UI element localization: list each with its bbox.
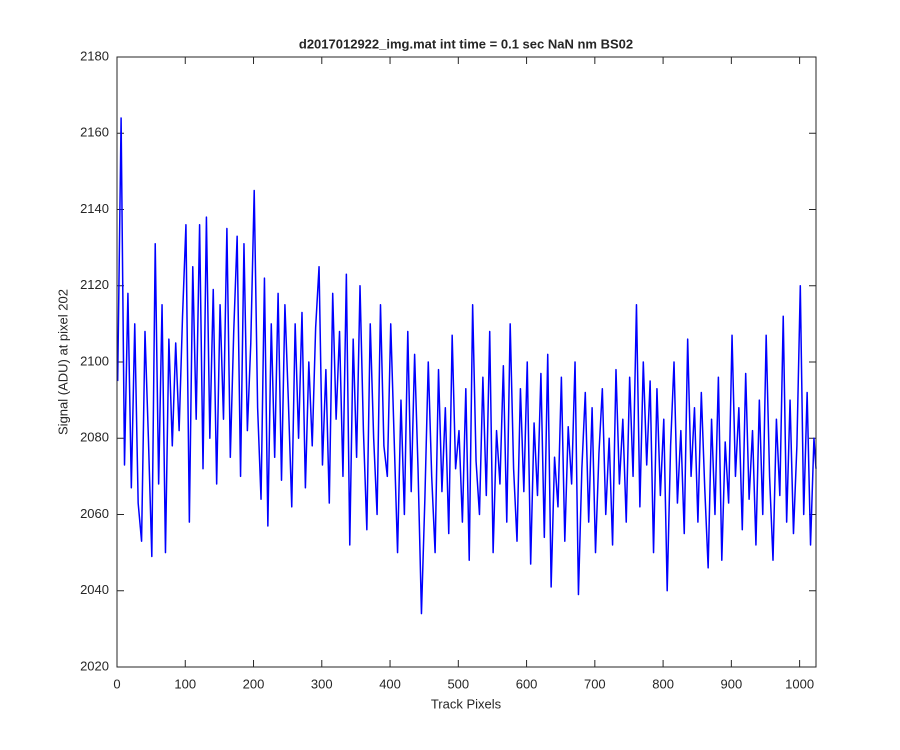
x-tick-label: 500 [447,676,469,691]
x-tick-label: 400 [379,676,401,691]
x-tick-label: 1000 [785,676,814,691]
chart-title: d2017012922_img.mat int time = 0.1 sec N… [299,36,633,51]
y-tick-label: 2040 [80,582,109,597]
x-tick-label: 900 [721,676,743,691]
y-tick-label: 2100 [80,353,109,368]
x-tick-label: 200 [243,676,265,691]
y-tick-label: 2020 [80,658,109,673]
x-tick-label: 600 [516,676,538,691]
axes-box [116,56,817,668]
x-tick-label: 800 [652,676,674,691]
x-tick-label: 700 [584,676,606,691]
data-line [116,117,817,615]
y-tick-label: 2140 [80,201,109,216]
y-axis-label: Signal (ADU) at pixel 202 [55,289,70,435]
y-tick-label: 2080 [80,430,109,445]
y-tick-label: 2160 [80,125,109,140]
y-tick-label: 2120 [80,277,109,292]
x-tick-label: 0 [113,676,120,691]
x-axis-label: Track Pixels [431,696,502,711]
x-tick-label: 100 [174,676,196,691]
x-tick-label: 300 [311,676,333,691]
y-tick-label: 2060 [80,506,109,521]
y-tick-label: 2180 [80,48,109,63]
